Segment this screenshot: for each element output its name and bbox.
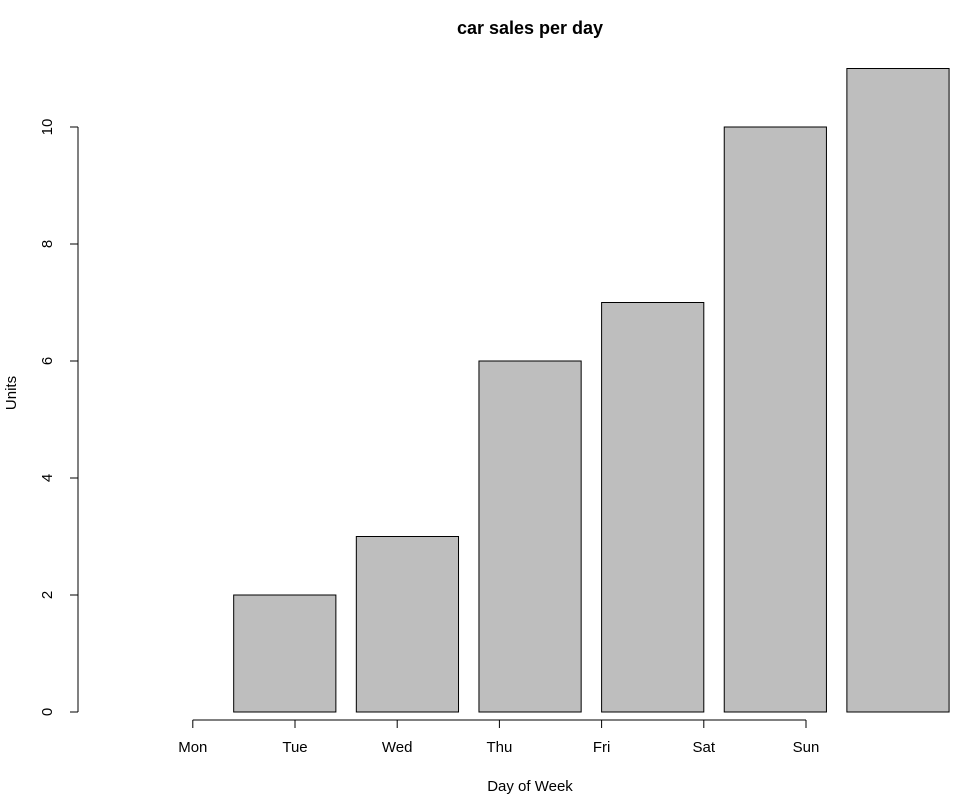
bar: [478, 360, 582, 713]
bar: [601, 302, 705, 713]
bar: [355, 536, 460, 713]
x-tick-label: Mon: [178, 739, 207, 756]
chart-title: car sales per day: [457, 18, 603, 38]
y-tick-label: 8: [39, 240, 56, 248]
x-tick-label: Tue: [282, 739, 307, 756]
x-tick-label: Thu: [486, 739, 512, 756]
y-tick-label: 4: [39, 474, 56, 482]
y-axis-label: Units: [3, 376, 20, 410]
y-tick-label: 0: [39, 708, 56, 716]
bar: [846, 68, 950, 713]
bar: [233, 594, 337, 713]
x-axis-label: Day of Week: [487, 778, 573, 795]
y-tick-label: 2: [39, 591, 56, 599]
bar: [723, 126, 827, 713]
x-tick-label: Fri: [593, 739, 611, 756]
y-tick-label: 10: [39, 119, 56, 136]
y-tick-label: 6: [39, 357, 56, 365]
x-tick-label: Wed: [382, 739, 413, 756]
x-tick-label: Sun: [793, 739, 820, 756]
x-tick-label: Sat: [693, 739, 716, 756]
